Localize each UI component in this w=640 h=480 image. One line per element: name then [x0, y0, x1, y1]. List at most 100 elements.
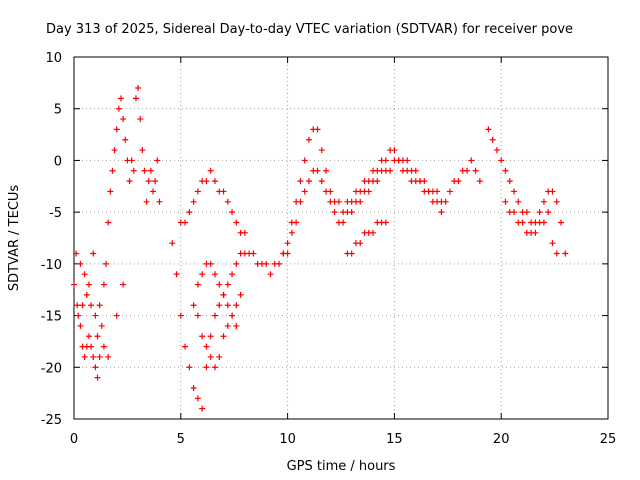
data-point [177, 312, 184, 319]
data-point [382, 157, 389, 164]
data-point [81, 271, 88, 278]
data-point [455, 178, 462, 185]
data-point [472, 167, 479, 174]
y-tick-label: -25 [41, 413, 62, 428]
data-point [549, 240, 556, 247]
data-point [156, 198, 163, 205]
x-tick-label: 5 [177, 432, 185, 447]
data-point [229, 209, 236, 216]
data-point [190, 198, 197, 205]
data-point [280, 250, 287, 257]
series-wave-lower [288, 157, 445, 236]
y-tick-label: -15 [41, 310, 62, 325]
y-tick-label: 10 [45, 51, 62, 66]
data-point [241, 229, 248, 236]
data-point [297, 198, 304, 205]
data-point [190, 384, 197, 391]
y-tick-labels: -25 -20 -15 -10 -5 0 5 10 [41, 51, 62, 428]
x-tick-label: 10 [279, 432, 296, 447]
data-point [169, 240, 176, 247]
data-point [92, 364, 99, 371]
data-point [203, 343, 210, 350]
data-point [331, 209, 338, 216]
data-point [318, 147, 325, 154]
data-point [152, 178, 159, 185]
data-point [293, 219, 300, 226]
data-point [107, 188, 114, 195]
data-point [130, 167, 137, 174]
data-point [120, 116, 127, 123]
data-point [81, 353, 88, 360]
data-point [194, 281, 201, 288]
data-point [250, 250, 257, 257]
data-point [434, 188, 441, 195]
data-point [203, 178, 210, 185]
data-point [485, 126, 492, 133]
data-point [207, 260, 214, 267]
data-point [194, 312, 201, 319]
data-point [545, 209, 552, 216]
data-point [318, 178, 325, 185]
data-point [348, 209, 355, 216]
data-point [412, 167, 419, 174]
data-point [382, 219, 389, 226]
data-point [357, 240, 364, 247]
data-point [113, 312, 120, 319]
data-point [442, 198, 449, 205]
data-point [139, 147, 146, 154]
series-late-cluster [485, 126, 569, 257]
data-point [85, 333, 92, 340]
x-tick-labels: 0 5 10 15 20 25 [70, 432, 616, 447]
data-point [540, 198, 547, 205]
data-point [301, 188, 308, 195]
data-point [502, 198, 509, 205]
data-point [141, 167, 148, 174]
data-point [220, 333, 227, 340]
data-point [94, 374, 101, 381]
data-point [323, 167, 330, 174]
data-point [468, 157, 475, 164]
data-point [288, 229, 295, 236]
data-point [182, 343, 189, 350]
data-point [237, 291, 244, 298]
x-tick-label: 20 [493, 432, 510, 447]
data-point [446, 188, 453, 195]
x-tick-label: 0 [70, 432, 78, 447]
data-point [122, 136, 129, 143]
data-point [154, 157, 161, 164]
data-point [540, 219, 547, 226]
data-point [404, 167, 411, 174]
y-tick-label: 0 [54, 154, 62, 169]
series-mid-rising [177, 167, 248, 236]
data-point [207, 353, 214, 360]
data-point [83, 291, 90, 298]
data-points [71, 85, 569, 412]
data-point [199, 405, 206, 412]
series-late-lower [502, 198, 560, 257]
data-point [498, 157, 505, 164]
data-point [340, 219, 347, 226]
data-point [96, 302, 103, 309]
data-point [71, 281, 77, 288]
series-early-cluster [71, 85, 163, 340]
data-point [211, 271, 218, 278]
data-point [224, 281, 231, 288]
data-point [220, 291, 227, 298]
data-point [199, 333, 206, 340]
data-point [88, 343, 95, 350]
data-point [135, 85, 142, 92]
data-point [464, 167, 471, 174]
data-point [233, 322, 240, 329]
data-point [90, 250, 97, 257]
data-point [182, 219, 189, 226]
data-point [190, 302, 197, 309]
data-point [489, 136, 496, 143]
data-point [301, 157, 308, 164]
data-point [147, 167, 154, 174]
data-point [276, 260, 283, 267]
data-point [194, 188, 201, 195]
data-point [323, 188, 330, 195]
data-point [186, 209, 193, 216]
data-point [519, 219, 526, 226]
